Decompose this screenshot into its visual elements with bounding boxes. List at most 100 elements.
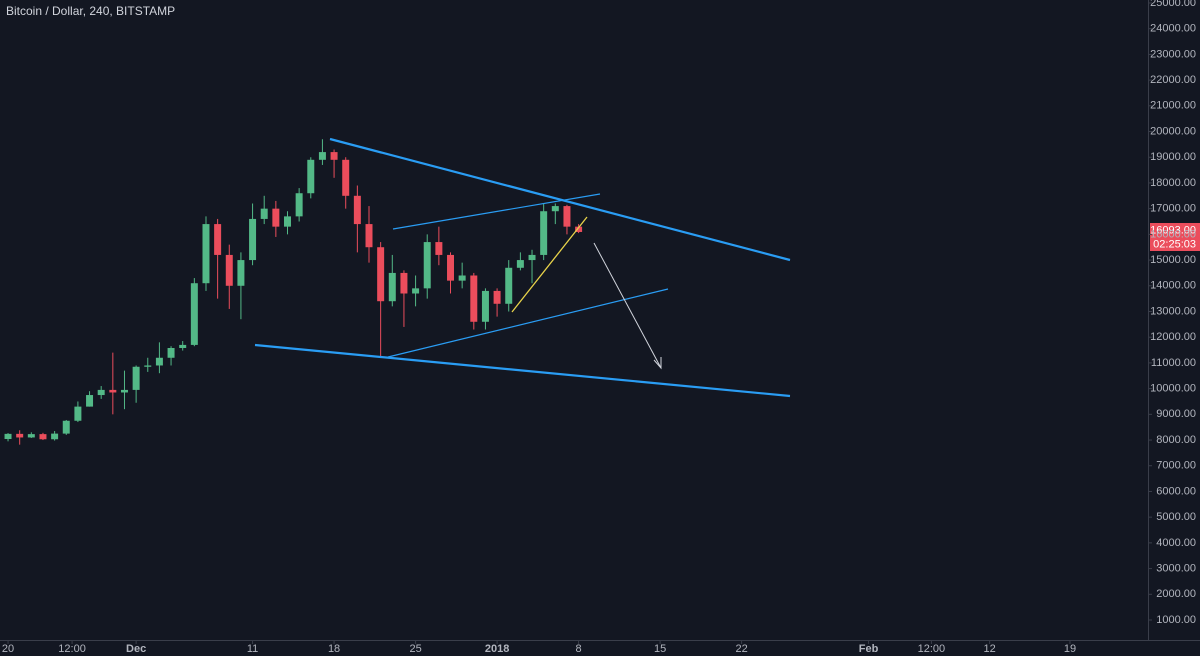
x-tick-label: 12:00	[918, 643, 946, 655]
y-tick-label: 24000.00	[1150, 23, 1196, 35]
y-tick-label: 5000.00	[1156, 511, 1196, 523]
candle-body	[353, 195, 361, 225]
candle-body	[412, 288, 420, 294]
candle-body	[458, 275, 466, 281]
candle-body	[563, 206, 571, 227]
candle-body	[516, 260, 524, 268]
candle-body	[540, 211, 548, 255]
arrow	[593, 242, 662, 369]
trend-line	[254, 343, 791, 398]
x-tick-label: 2018	[485, 643, 509, 655]
candle-body	[365, 224, 373, 248]
candle-body	[190, 283, 198, 345]
y-tick-label: 16000.00	[1150, 228, 1196, 240]
candle-body	[493, 290, 501, 304]
candle-body	[481, 290, 489, 322]
y-tick-label: 8000.00	[1156, 434, 1196, 446]
y-tick-label: 25000.00	[1150, 0, 1196, 9]
candle-body	[62, 420, 70, 434]
candle-body	[202, 224, 210, 284]
candle-body	[214, 224, 222, 255]
y-tick-label: 21000.00	[1150, 100, 1196, 112]
x-tick-label: 19	[1064, 643, 1076, 655]
y-tick-label: 7000.00	[1156, 460, 1196, 472]
y-tick-label: 13000.00	[1150, 305, 1196, 317]
y-tick-label: 9000.00	[1156, 408, 1196, 420]
price-label-bg	[1150, 223, 1200, 237]
x-tick-label: Feb	[859, 643, 879, 655]
candle-body	[27, 434, 35, 438]
y-tick-label: 6000.00	[1156, 485, 1196, 497]
y-tick-label: 4000.00	[1156, 537, 1196, 549]
channel-line	[387, 288, 669, 358]
candle-body	[132, 366, 140, 390]
y-tick-label: 3000.00	[1156, 562, 1196, 574]
arrow-head	[653, 357, 662, 370]
x-tick-label: 18	[328, 643, 340, 655]
y-tick-label: 10000.00	[1150, 383, 1196, 395]
candle-body	[144, 365, 152, 367]
channel-line	[392, 193, 601, 230]
trend-line	[329, 137, 791, 262]
countdown-bg	[1150, 237, 1200, 251]
candle-body	[307, 159, 315, 194]
candle-body	[167, 347, 175, 358]
candle-body	[435, 242, 443, 255]
x-tick-label: 25	[409, 643, 421, 655]
candle-body	[120, 389, 128, 393]
y-tick-label: 12000.00	[1150, 331, 1196, 343]
x-tick-label: 20	[2, 643, 14, 655]
y-tick-label: 2000.00	[1156, 588, 1196, 600]
candle-body	[330, 152, 338, 160]
candle-body	[342, 159, 350, 196]
candle-body	[447, 254, 455, 281]
x-tick-label: 22	[735, 643, 747, 655]
candle-body	[295, 193, 303, 217]
candle-body	[575, 226, 583, 232]
candle-body	[97, 389, 105, 396]
candle-body	[237, 260, 245, 286]
candle-body	[318, 152, 326, 160]
y-tick-label: 11000.00	[1151, 357, 1196, 369]
x-tick-label: Dec	[126, 643, 146, 655]
candle-body	[377, 247, 385, 302]
y-tick-label: 15000.00	[1150, 254, 1196, 266]
y-tick-label: 23000.00	[1150, 48, 1196, 60]
candle-body	[470, 275, 478, 322]
y-tick-label: 22000.00	[1150, 74, 1196, 86]
candle-body	[39, 434, 47, 440]
candle-body	[551, 206, 559, 212]
candle-body	[74, 406, 82, 421]
candle-body	[51, 433, 59, 440]
drawings	[254, 137, 791, 398]
candle-body	[179, 344, 187, 348]
countdown: 02:25:03	[1153, 238, 1196, 250]
x-tick-label: 12:00	[58, 643, 86, 655]
price-label: 16093.00	[1150, 224, 1196, 236]
y-tick-label: 20000.00	[1150, 125, 1196, 137]
x-tick-label: 15	[654, 643, 666, 655]
candle-body	[505, 267, 513, 304]
candle-body	[4, 433, 12, 440]
candle-body	[284, 216, 291, 227]
y-tick-label: 1000.00	[1156, 614, 1196, 626]
y-tick-label: 19000.00	[1150, 151, 1196, 163]
y-tick-label: 14000.00	[1150, 280, 1196, 292]
candle-body	[260, 208, 268, 219]
candle-body	[528, 254, 536, 261]
candle-body	[423, 242, 431, 289]
candle-body	[249, 218, 257, 261]
y-tick-label: 18000.00	[1150, 177, 1196, 189]
chart-title: Bitcoin / Dollar, 240, BITSTAMP	[6, 4, 175, 18]
candle-body	[400, 272, 408, 294]
candle-body	[16, 433, 24, 438]
candle-body	[86, 395, 94, 407]
candle-body	[155, 357, 163, 366]
y-tick-label: 17000.00	[1150, 203, 1196, 215]
candle-body	[272, 208, 280, 227]
support-line	[511, 216, 588, 313]
candle-body	[109, 389, 117, 393]
